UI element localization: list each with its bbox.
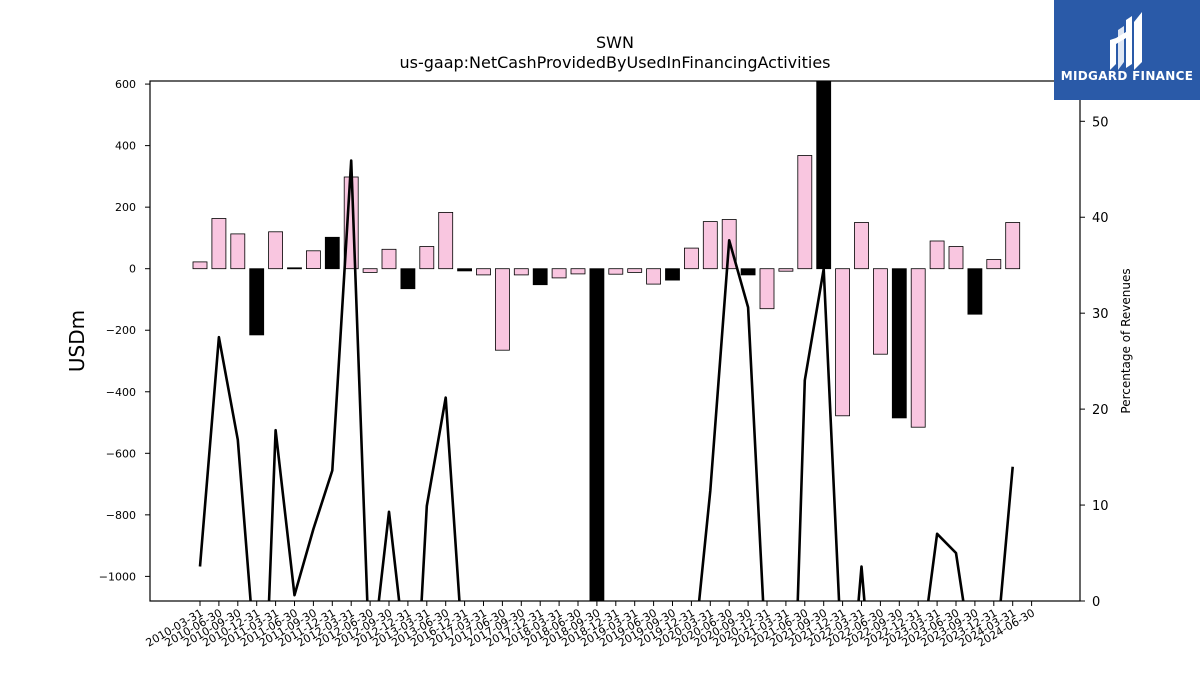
y-tick-label: −600: [106, 447, 136, 460]
bar-2012-09-30: [381, 248, 397, 270]
bar-2018-12-31: [608, 268, 624, 275]
bar-2010-06-30: [211, 218, 227, 270]
y2-tick-label: 20: [1092, 403, 1109, 418]
bar-2012-12-31: [400, 268, 416, 290]
y-tick-label: −200: [106, 324, 136, 337]
y-tick-label: −1000: [99, 570, 136, 583]
bar-2017-09-30: [513, 268, 529, 276]
bar-2023-06-30: [948, 246, 964, 270]
y2-tick-label: 40: [1092, 211, 1109, 226]
bar-2011-12-31: [324, 236, 340, 270]
y-tick-label: 200: [115, 201, 136, 214]
bar-2019-03-31: [627, 268, 643, 273]
bar-2018-06-30: [570, 268, 586, 275]
y-axis-left: 600 400 200 0 −200 −400 −600 −800 −1000: [99, 78, 150, 583]
bar-2020-12-31: [759, 268, 775, 310]
y-tick-label: 400: [115, 140, 136, 153]
bar-2013-06-30: [438, 211, 454, 270]
bar-2022-06-30: [873, 268, 888, 355]
bar-2021-03-31: [778, 268, 794, 272]
y-tick-label: −800: [106, 509, 136, 522]
bar-2018-03-31: [551, 268, 567, 279]
bar-2017-12-31: [532, 268, 548, 286]
bar-2010-03-31: [192, 261, 208, 270]
midgard-finance-logo: MIDGARD FINANCE: [1054, 0, 1200, 100]
bar-2013-03-31: [419, 246, 435, 270]
bar-2019-09-30: [665, 268, 680, 281]
bar-2011-06-30: [287, 267, 302, 270]
bar-series: [192, 81, 1021, 601]
bar-2023-09-30: [967, 268, 983, 315]
bar-2024-03-31: [1005, 222, 1021, 270]
y-tick-label: −400: [106, 386, 136, 399]
y-axis-right: 0 10 20 30 40 50: [1080, 115, 1109, 610]
bar-2011-09-30: [305, 250, 321, 270]
bar-2019-12-31: [684, 247, 699, 270]
bar-2023-03-31: [929, 240, 945, 270]
y-tick-label: 0: [129, 263, 136, 276]
bar-2021-06-30: [797, 155, 813, 270]
bar-2019-06-30: [646, 268, 661, 285]
chart-subtitle: us-gaap:NetCashProvidedByUsedInFinancing…: [399, 53, 830, 72]
bar-2011-03-31: [268, 231, 284, 270]
bar-2022-12-31: [910, 268, 926, 428]
bar-2020-03-31: [702, 221, 718, 270]
bar-2010-12-31: [249, 268, 265, 336]
logo-text: MIDGARD FINANCE: [1060, 69, 1194, 83]
bar-2022-09-30: [891, 268, 907, 419]
bar-2023-12-31: [986, 259, 1002, 270]
percentage-line: [198, 159, 1014, 601]
chart-title: SWN: [596, 33, 634, 52]
y-axis-label: USDm: [65, 310, 89, 372]
bar-2010-09-30: [230, 233, 246, 270]
bar-2017-06-30: [494, 268, 510, 351]
line-series: [198, 159, 1014, 601]
bar-2021-09-30: [816, 81, 832, 270]
bar-2020-09-30: [740, 268, 756, 276]
bar-2022-03-31: [854, 222, 869, 270]
y2-tick-label: 50: [1092, 115, 1109, 130]
bar-2017-03-31: [476, 268, 491, 276]
bar-2021-12-31: [835, 268, 850, 417]
midgard-logo-icon: [1110, 12, 1142, 70]
y-tick-label: 600: [115, 78, 136, 91]
bar-2016-12-31: [457, 268, 473, 272]
y2-axis-label: Percentage of Revenues: [1119, 268, 1133, 413]
y2-tick-label: 10: [1092, 499, 1109, 514]
y2-tick-label: 30: [1092, 307, 1109, 322]
bar-2018-09-30: [589, 268, 605, 601]
bar-2012-06-30: [362, 268, 378, 273]
y2-tick-label: 0: [1092, 595, 1100, 610]
x-axis: 2010-03-312010-06-302010-09-302010-12-31…: [144, 601, 1037, 650]
plot-frame: [149, 80, 1081, 602]
